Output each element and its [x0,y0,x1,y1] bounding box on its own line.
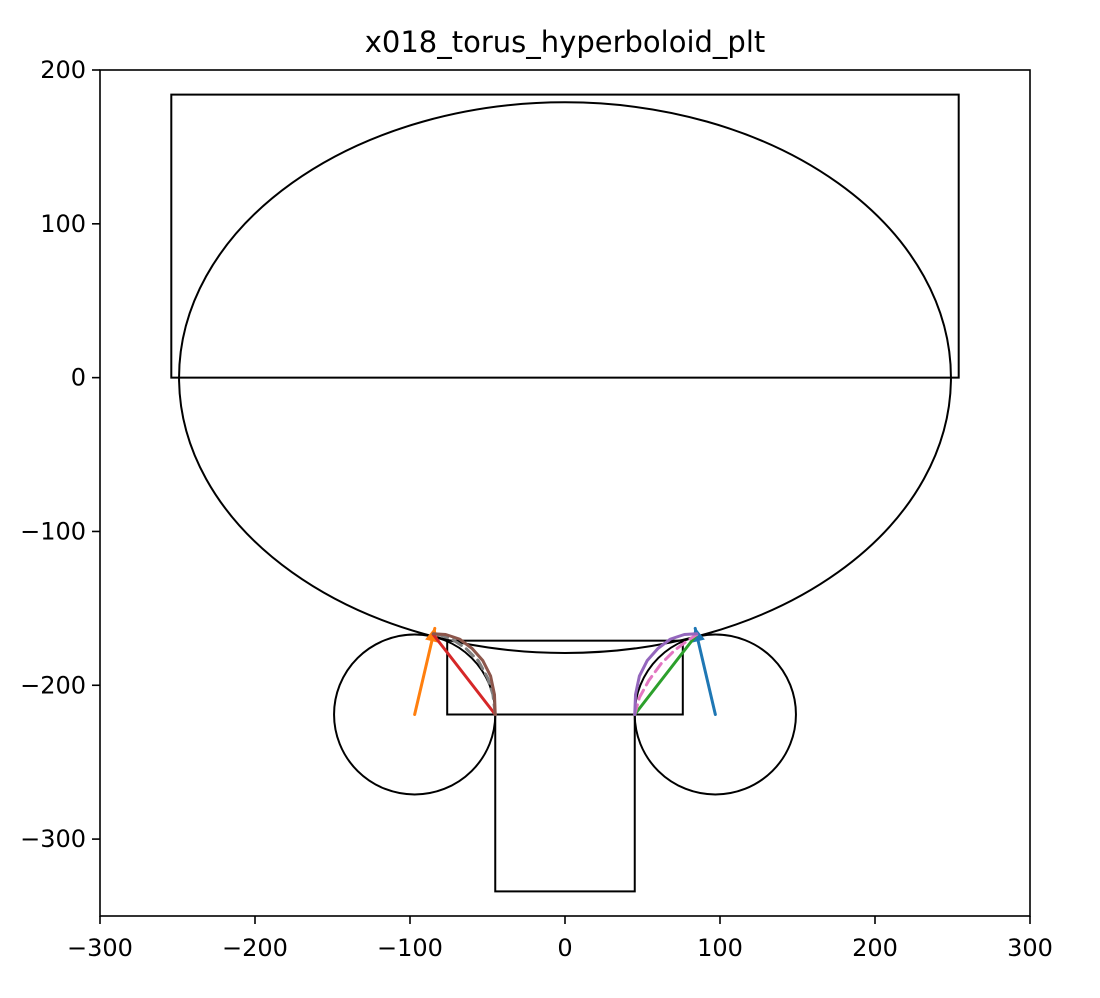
x-tick-label: 200 [852,934,898,962]
series-line-1 [413,626,437,716]
x-tick-label: −200 [222,934,288,962]
chart-title: x018_torus_hyperboloid_plt [365,25,766,59]
series-line-4 [633,633,699,716]
series-lines [413,626,717,716]
y-tick-label: 0 [71,364,86,392]
x-tick-label: 100 [697,934,743,962]
geometry-shapes [170,93,960,893]
series-line-6 [633,633,699,716]
series-line-2 [693,626,717,716]
x-tick-label: −100 [377,934,443,962]
x-tick-label: −300 [67,934,133,962]
y-tick-label: 200 [40,56,86,84]
x-tick-label: 300 [1007,934,1053,962]
top-rect [170,93,960,379]
y-tick-label: −300 [20,825,86,853]
series-line-8 [633,632,699,716]
x-axis: −300 −200 −100 0 100 200 300 [67,916,1053,962]
y-tick-label: −100 [20,517,86,545]
y-tick-label: −200 [20,671,86,699]
series-line-7 [431,632,497,716]
bottom-rect [494,713,636,893]
axes-frame [99,69,1031,917]
x-tick-label: 0 [557,934,572,962]
series-line-3 [431,633,497,716]
mid-rect [446,639,684,716]
y-axis: 200 100 0 −100 −200 −300 [20,56,100,853]
y-tick-label: 100 [40,210,86,238]
series-line-5 [431,633,497,716]
